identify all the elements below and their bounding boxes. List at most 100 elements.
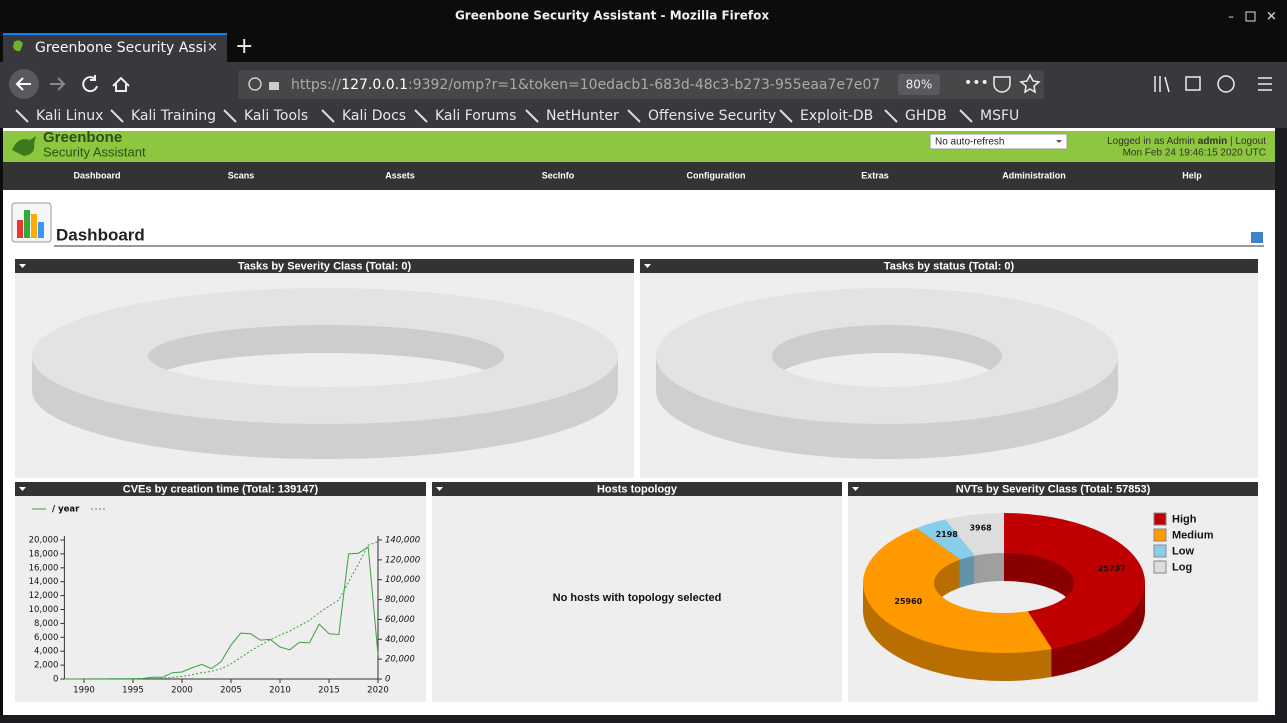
slice — [863, 528, 1052, 653]
edit-dashboard[interactable] — [1251, 232, 1263, 243]
account[interactable] — [1217, 75, 1235, 93]
zoom-box[interactable] — [898, 74, 940, 95]
home-button[interactable] — [112, 76, 130, 92]
y2-tick-label: 40,000 — [385, 635, 415, 645]
slice-label: 25960 — [894, 597, 922, 606]
y-tick-label: 16,000 — [29, 563, 59, 573]
forward-button[interactable] — [50, 77, 66, 91]
separator: | — [1230, 136, 1233, 147]
minimize[interactable]: – — [1228, 10, 1234, 24]
panel-toggle[interactable] — [644, 264, 651, 268]
slice — [945, 513, 1004, 556]
y2-tick-label: 100,000 — [385, 575, 420, 585]
url-bar[interactable] — [238, 70, 1044, 99]
legend-swatch — [1153, 512, 1167, 526]
icon-bar — [24, 210, 30, 238]
bookmark[interactable]: GHDB — [905, 108, 947, 124]
y2-tick-label: 60,000 — [385, 615, 415, 625]
panel-toggle[interactable] — [436, 487, 443, 491]
panel-header — [848, 482, 1258, 496]
menu-item[interactable]: Scans — [228, 170, 255, 180]
bookmark-icon — [779, 109, 793, 123]
tab-icon — [13, 40, 23, 52]
slice-label: 3968 — [969, 524, 992, 533]
logo-icon — [12, 136, 36, 156]
bookmark-icon — [884, 109, 898, 123]
panel-toggle[interactable] — [19, 264, 26, 268]
bookmark[interactable]: Kali Tools — [244, 108, 308, 124]
tab-close[interactable]: ✕ — [207, 41, 218, 56]
role: Admin — [1167, 136, 1195, 147]
bookmark-icon — [525, 109, 539, 123]
logged-in-as: Logged in as — [1107, 136, 1164, 147]
panel-toggle[interactable] — [19, 487, 26, 491]
select-arrow — [1056, 140, 1062, 143]
ring-hole-floor — [148, 353, 504, 387]
y-tick-label: 8,000 — [34, 619, 58, 629]
refresh-select[interactable] — [929, 133, 1068, 150]
library[interactable] — [1154, 76, 1170, 93]
y-tick-label: 0 — [53, 675, 58, 685]
new-tab[interactable]: + — [235, 34, 253, 59]
bookmark[interactable]: Kali Training — [131, 108, 216, 124]
menu-item[interactable]: Assets — [385, 170, 415, 180]
logout[interactable]: Logout — [1235, 136, 1266, 147]
bookmark[interactable]: Exploit-DB — [800, 108, 873, 124]
pocket[interactable] — [993, 76, 1011, 93]
menu-item[interactable]: Help — [1182, 170, 1202, 180]
panel-title: NVTs by Severity Class (Total: 57853) — [956, 483, 1151, 495]
legend-swatch — [1153, 544, 1167, 558]
refresh-value: No auto-refresh — [935, 137, 1004, 148]
url-host: 127.0.0.1 — [341, 77, 408, 93]
maximize[interactable] — [1245, 11, 1256, 22]
menu-item[interactable]: Administration — [1002, 170, 1066, 180]
bookmark[interactable]: Kali Forums — [435, 108, 516, 124]
page-title: Dashboard — [56, 225, 145, 244]
bookmark-icon — [15, 109, 29, 123]
series-line — [64, 541, 379, 680]
empty-ring — [656, 288, 1118, 459]
y-tick-label: 2,000 — [34, 661, 58, 671]
info-icon[interactable] — [248, 77, 262, 91]
menu-item[interactable]: Extras — [861, 170, 889, 180]
page-actions[interactable]: ••• — [964, 75, 989, 91]
bookmark-star[interactable] — [1019, 73, 1041, 94]
y-tick-label: 12,000 — [29, 591, 59, 601]
zoom: 80% — [906, 78, 933, 92]
menu-item[interactable]: Dashboard — [73, 170, 120, 180]
bookmark[interactable]: Offensive Security — [648, 108, 776, 124]
page-bottom — [0, 715, 1287, 723]
legend-swatch — [1153, 560, 1167, 574]
datetime: Mon Feb 24 19:46:15 2020 UTC — [1123, 148, 1266, 159]
y2-tick-label: 80,000 — [385, 595, 415, 605]
bookmark[interactable]: Kali Linux — [36, 108, 103, 124]
lock-icon[interactable] — [269, 82, 279, 90]
close[interactable]: ✕ — [1266, 10, 1277, 25]
panel-toggle[interactable] — [852, 487, 859, 491]
x-tick-label: 2005 — [220, 686, 242, 696]
menu-item[interactable]: Configuration — [687, 170, 746, 180]
charts: 0 2,000 4,000 6,000 8,000 10,000 12,000 14,000 1… — [29, 505, 1214, 696]
bookmark[interactable]: Kali Docs — [342, 108, 406, 124]
url: https://127.0.0.1:9392/omp?r=1&token=10e… — [291, 77, 880, 93]
x-tick-label: 1995 — [122, 686, 144, 696]
sidebar[interactable] — [1185, 76, 1201, 91]
y-tick-label: 4,000 — [34, 647, 58, 657]
user[interactable]: admin — [1198, 136, 1227, 147]
menu-button[interactable] — [1258, 77, 1272, 91]
tab[interactable] — [3, 33, 227, 62]
menu-item[interactable]: SecInfo — [542, 170, 575, 180]
window-title: Greenbone Security Assistant - Mozilla F… — [455, 9, 769, 23]
slice-label: 2198 — [936, 530, 959, 539]
menu: Dashboard Scans Assets SecInfo Configuration… — [73, 170, 1202, 180]
legend-label: / year — [52, 505, 80, 515]
reload-button[interactable] — [82, 75, 98, 93]
x-tick-label: 2020 — [367, 686, 389, 696]
y-tick-label: 20,000 — [29, 536, 59, 546]
logo-line1: Greenbone — [43, 129, 122, 146]
back-arrow — [15, 77, 31, 91]
bookmark[interactable]: NetHunter — [546, 108, 619, 124]
bookmark[interactable]: MSFU — [980, 108, 1019, 124]
y-tick-label: 6,000 — [34, 633, 58, 643]
